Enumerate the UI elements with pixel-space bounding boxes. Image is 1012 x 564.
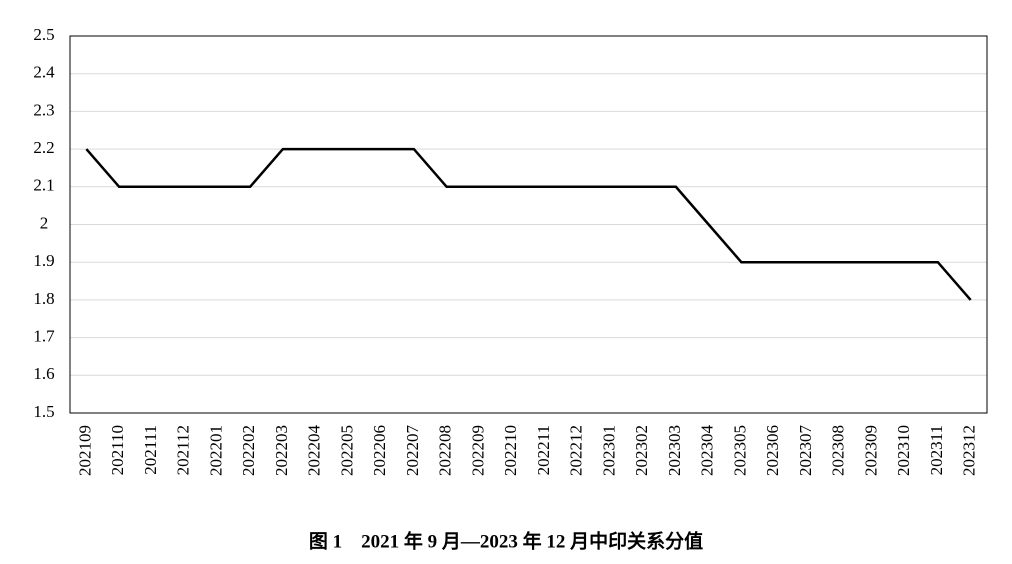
x-tick-label: 202302 xyxy=(632,425,651,476)
x-tick-label: 202112 xyxy=(174,425,193,475)
y-tick-label: 2.2 xyxy=(33,138,54,157)
x-tick-label: 202311 xyxy=(927,425,946,475)
x-tick-label: 202212 xyxy=(567,425,586,476)
x-tick-label: 202203 xyxy=(272,425,291,476)
y-tick-label: 1.6 xyxy=(33,364,54,383)
x-tick-label: 202204 xyxy=(305,425,324,477)
x-tick-label: 202110 xyxy=(108,425,127,475)
y-tick-label: 2.1 xyxy=(33,176,54,195)
y-tick-label: 2.4 xyxy=(33,63,55,82)
y-tick-label: 2.5 xyxy=(33,25,54,44)
x-tick-label: 202309 xyxy=(861,425,880,476)
line-series xyxy=(85,147,972,301)
x-tick-label: 202301 xyxy=(599,425,618,476)
x-tick-label: 202211 xyxy=(534,425,553,475)
y-tick-label: 1.8 xyxy=(33,289,54,308)
y-tick-label: 2 xyxy=(40,213,49,232)
y-tick-label: 2.3 xyxy=(33,100,54,119)
y-tick-label: 1.9 xyxy=(33,251,54,270)
x-tick-label: 202312 xyxy=(960,425,979,476)
x-tick-label: 202310 xyxy=(894,425,913,476)
x-tick-label: 202307 xyxy=(796,425,815,477)
x-tick-label: 202207 xyxy=(403,425,422,477)
x-tick-label: 202205 xyxy=(337,425,356,476)
x-tick-label: 202308 xyxy=(829,425,848,476)
x-tick-label: 202206 xyxy=(370,425,389,476)
x-tick-label: 202303 xyxy=(665,425,684,476)
y-tick-label: 1.7 xyxy=(33,327,55,346)
x-tick-label: 202304 xyxy=(698,425,717,477)
plot-border xyxy=(69,35,988,414)
y-tick-label: 1.5 xyxy=(33,402,54,421)
x-tick-label: 202210 xyxy=(501,425,520,476)
x-tick-label: 202305 xyxy=(730,425,749,476)
x-tick-label: 202109 xyxy=(75,425,94,476)
chart-title: 图 1 2021 年 9 月—2023 年 12 月中印关系分值 xyxy=(309,529,703,552)
x-tick-label: 202208 xyxy=(436,425,455,476)
x-tick-label: 202209 xyxy=(468,425,487,476)
x-tick-label: 202111 xyxy=(141,425,160,475)
x-tick-label: 202202 xyxy=(239,425,258,476)
x-tick-label: 202201 xyxy=(206,425,225,476)
x-tick-label: 202306 xyxy=(763,425,782,476)
